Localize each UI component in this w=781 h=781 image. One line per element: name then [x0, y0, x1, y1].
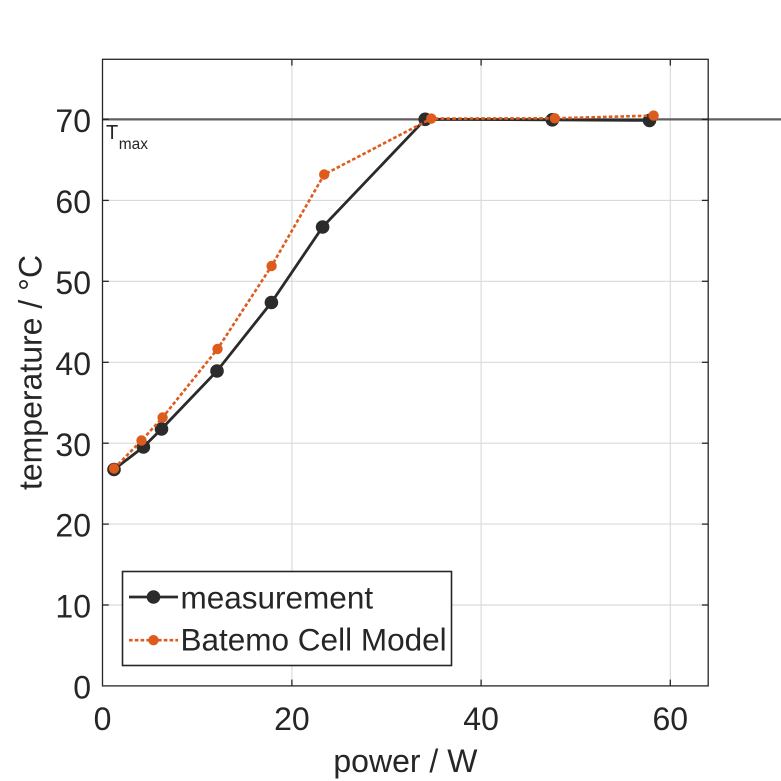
svg-text:power / W: power / W [333, 743, 478, 779]
svg-text:60: 60 [653, 701, 689, 737]
svg-text:20: 20 [55, 508, 91, 544]
svg-text:max: max [119, 136, 149, 153]
svg-text:10: 10 [55, 589, 91, 625]
svg-text:40: 40 [55, 346, 91, 382]
svg-text:60: 60 [55, 184, 91, 220]
svg-text:temperature / °C: temperature / °C [13, 255, 49, 490]
svg-text:50: 50 [55, 265, 91, 301]
svg-text:measurement: measurement [181, 580, 374, 616]
svg-text:70: 70 [55, 103, 91, 139]
svg-text:Batemo Cell Model: Batemo Cell Model [181, 621, 447, 657]
svg-text:0: 0 [73, 670, 91, 706]
svg-text:40: 40 [463, 701, 499, 737]
svg-text:20: 20 [274, 701, 310, 737]
svg-text:0: 0 [94, 701, 112, 737]
svg-text:T: T [106, 122, 118, 144]
svg-text:30: 30 [55, 427, 91, 463]
